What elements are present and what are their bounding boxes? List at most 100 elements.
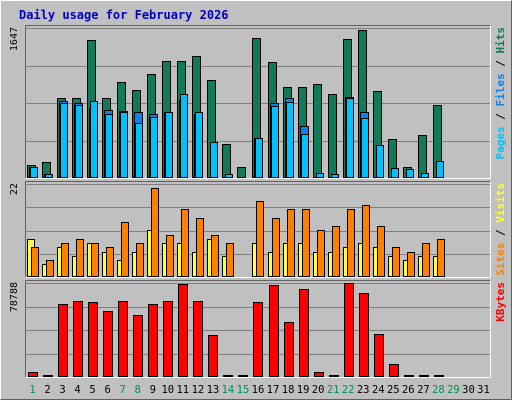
bar-sites-day-21 xyxy=(332,226,340,277)
bar-sites-day-22 xyxy=(347,209,355,277)
panel-middle-legend: Sites / Visits xyxy=(494,183,507,276)
x-tick-label-day-25: 25 xyxy=(387,384,400,396)
x-axis-labels: 1 2 3 4 5 6 7 8 9 10 11 12 13 14 15 16 17 18 19 20 21 22 23 24 2… xyxy=(29,384,489,396)
bar-kbytes-day-16 xyxy=(253,302,263,377)
bar-pages-day-13 xyxy=(210,142,218,178)
x-tick-label-day-30: 30 xyxy=(462,384,475,396)
bar-sites-day-20 xyxy=(317,230,325,277)
legend-entry-pages: Pages xyxy=(494,126,507,159)
bar-sites-day-5 xyxy=(91,243,99,277)
bar-kbytes-day-20 xyxy=(314,372,324,377)
bar-pages-day-2 xyxy=(45,174,53,178)
x-tick-label-day-2: 2 xyxy=(44,384,50,396)
bar-sites-day-3 xyxy=(61,243,69,277)
bar-kbytes-day-24 xyxy=(374,334,384,377)
bar-sites-day-26 xyxy=(407,252,415,277)
x-tick-label-day-13: 13 xyxy=(207,384,220,396)
bar-sites-day-28 xyxy=(437,239,445,277)
panel-top-legend: Pages / Files / Hits xyxy=(494,27,507,160)
bar-hits-day-20 xyxy=(313,84,322,178)
bar-sites-day-18 xyxy=(287,209,295,277)
x-tick-label-day-9: 9 xyxy=(150,384,156,396)
bar-kbytes-day-27 xyxy=(419,375,429,377)
x-tick-label-day-5: 5 xyxy=(89,384,95,396)
bar-hits-day-21 xyxy=(328,94,337,178)
bar-pages-day-12 xyxy=(195,112,203,178)
chart-title: Daily usage for February 2026 xyxy=(19,8,229,22)
panel-top-y-max-label: 1647 xyxy=(9,27,20,51)
bar-pages-day-11 xyxy=(180,94,188,178)
bar-sites-day-1 xyxy=(31,247,39,277)
x-tick-label-day-17: 17 xyxy=(267,384,280,396)
bar-sites-day-14 xyxy=(226,243,234,277)
x-tick-label-day-8: 8 xyxy=(135,384,141,396)
bar-kbytes-day-17 xyxy=(269,285,279,377)
bar-sites-day-7 xyxy=(121,222,129,277)
panel-bottom-legend: KBytes xyxy=(494,282,507,322)
bar-pages-day-8 xyxy=(135,123,143,178)
bar-pages-day-24 xyxy=(376,145,384,178)
bar-kbytes-day-4 xyxy=(73,301,83,377)
bar-kbytes-day-23 xyxy=(359,293,369,377)
bar-kbytes-day-15 xyxy=(238,375,248,377)
x-tick-label-day-20: 20 xyxy=(312,384,325,396)
legend-entry-sites: Sites xyxy=(494,243,507,276)
bar-pages-day-20 xyxy=(316,173,324,178)
bar-pages-day-7 xyxy=(120,112,128,178)
bar-sites-day-2 xyxy=(46,260,54,277)
x-tick-label-day-18: 18 xyxy=(282,384,295,396)
x-tick-label-day-24: 24 xyxy=(372,384,385,396)
bar-sites-day-27 xyxy=(422,243,430,277)
bar-sites-day-19 xyxy=(302,209,310,277)
bar-kbytes-day-28 xyxy=(434,375,444,377)
legend-entry-files: Files xyxy=(494,73,507,106)
bar-pages-day-6 xyxy=(105,114,113,178)
bar-hits-day-14 xyxy=(222,144,231,178)
x-tick-label-day-26: 26 xyxy=(402,384,415,396)
bar-pages-day-16 xyxy=(255,138,263,178)
bar-pages-day-14 xyxy=(225,174,233,178)
bar-kbytes-day-22 xyxy=(344,283,354,377)
bar-kbytes-day-5 xyxy=(88,302,98,377)
panel-middle: 22 Sites / Visits xyxy=(9,181,507,278)
bar-hits-day-15 xyxy=(237,167,246,178)
bar-pages-day-5 xyxy=(90,101,98,178)
bar-sites-day-8 xyxy=(136,243,144,277)
x-tick-label-day-22: 22 xyxy=(342,384,355,396)
x-tick-label-day-16: 16 xyxy=(252,384,265,396)
bar-kbytes-day-1 xyxy=(28,372,38,377)
bar-pages-day-25 xyxy=(391,168,399,178)
x-tick-label-day-29: 29 xyxy=(447,384,460,396)
bar-pages-day-9 xyxy=(150,117,158,178)
bar-pages-day-10 xyxy=(165,112,173,178)
x-tick-label-day-15: 15 xyxy=(237,384,250,396)
bar-kbytes-day-18 xyxy=(284,322,294,377)
legend-entry-visits: Visits xyxy=(494,183,507,223)
bar-sites-day-9 xyxy=(151,188,159,277)
x-tick-label-day-21: 21 xyxy=(327,384,340,396)
bar-kbytes-day-12 xyxy=(193,301,203,377)
panel-top: 1647 Pages / Files / Hits xyxy=(9,25,507,179)
bar-kbytes-day-11 xyxy=(178,284,188,377)
bar-sites-day-25 xyxy=(392,247,400,277)
bar-sites-day-23 xyxy=(362,205,370,277)
bar-sites-day-6 xyxy=(106,247,114,277)
bar-sites-day-17 xyxy=(272,218,280,277)
bar-kbytes-day-21 xyxy=(329,375,339,377)
bar-kbytes-day-10 xyxy=(163,301,173,377)
bar-kbytes-day-25 xyxy=(389,364,399,377)
bar-sites-day-24 xyxy=(377,226,385,277)
bar-kbytes-day-14 xyxy=(223,375,233,377)
panel-middle-y-max-label: 22 xyxy=(9,183,20,195)
bar-pages-day-22 xyxy=(346,98,354,178)
bar-pages-day-19 xyxy=(301,134,309,178)
bar-sites-day-4 xyxy=(76,239,84,277)
bar-pages-day-28 xyxy=(436,161,444,178)
x-tick-label-day-27: 27 xyxy=(417,384,430,396)
legend-entry-kbytes: KBytes xyxy=(494,282,507,322)
bar-pages-day-4 xyxy=(75,105,83,178)
bar-pages-day-18 xyxy=(286,102,294,178)
bar-pages-day-17 xyxy=(271,106,279,178)
bar-sites-day-10 xyxy=(166,235,174,277)
